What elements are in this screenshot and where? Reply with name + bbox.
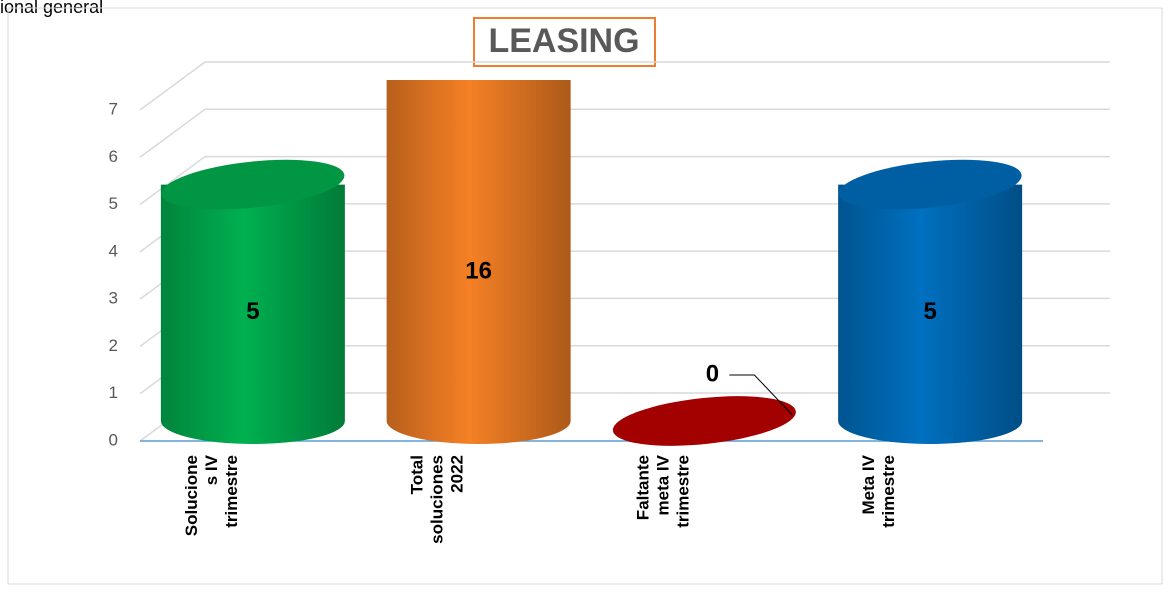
x-tick-label: Soluciones IVtrimestre xyxy=(182,454,241,536)
data-label: 5 xyxy=(246,298,259,325)
chart-title: LEASING xyxy=(488,22,639,60)
y-tick-label: 7 xyxy=(109,99,118,118)
grid-line xyxy=(139,108,1110,158)
bar-top xyxy=(838,159,1022,210)
bar-top xyxy=(161,159,345,210)
title-box xyxy=(473,17,656,67)
bar xyxy=(386,80,571,444)
y-tick-label: 3 xyxy=(109,289,118,308)
data-label: 5 xyxy=(923,298,936,325)
y-tick-label: 6 xyxy=(109,147,118,166)
bar xyxy=(160,184,345,445)
bar xyxy=(838,184,1023,445)
x-tick-label: Meta IVtrimestre xyxy=(860,454,899,527)
leader-line xyxy=(729,374,793,416)
y-tick-label: 0 xyxy=(109,430,118,449)
plot-area xyxy=(160,80,1023,446)
chart-frame xyxy=(7,7,1163,585)
y-tick-label: 4 xyxy=(109,241,118,260)
data-label: 0 xyxy=(706,360,719,387)
y-tick-label: 5 xyxy=(109,194,118,213)
x-tick-label: Totalsoluciones2022 xyxy=(408,455,467,544)
y-tick-label: 2 xyxy=(109,336,118,355)
data-label: 16 xyxy=(465,257,492,284)
x-tick-label: Faltantemeta IVtrimestre xyxy=(634,454,693,527)
bar-top xyxy=(612,396,796,446)
y-tick-label: 1 xyxy=(109,383,118,402)
grid-line xyxy=(139,61,1110,111)
